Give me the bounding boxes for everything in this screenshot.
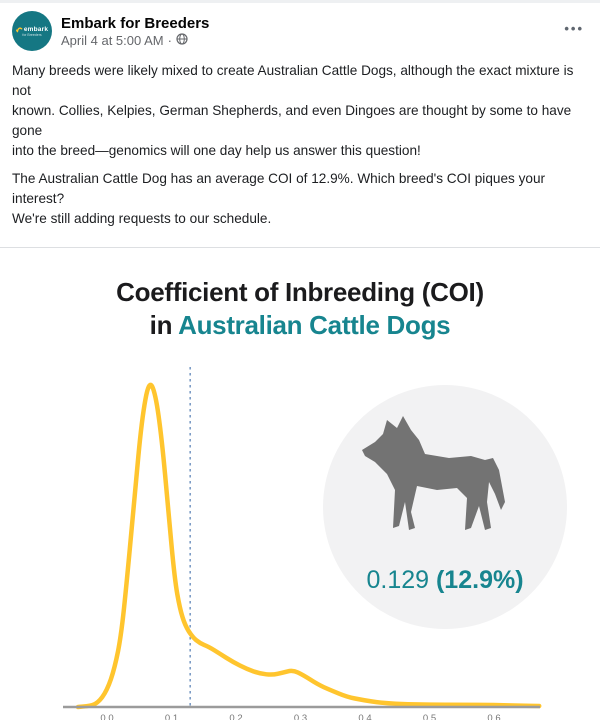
avatar-subtext: for Breeders — [22, 32, 42, 37]
post-image[interactable]: Coefficient of Inbreeding (COI) in Austr… — [0, 247, 600, 720]
x-tick-label: 0.3 — [294, 713, 307, 720]
post-text: Many breeds were likely mixed to create … — [0, 57, 600, 247]
post-paragraph-1: Many breeds were likely mixed to create … — [12, 63, 574, 158]
coi-value-label: 0.129 (12.9%) — [366, 566, 523, 594]
globe-icon — [176, 32, 188, 48]
cattle-dog-illustration — [362, 416, 505, 530]
chart-title-breed: Australian Cattle Dogs — [178, 310, 451, 340]
avatar-wordmark: embark — [23, 25, 49, 33]
timestamp-separator: · — [167, 32, 172, 48]
avatar-dog-icon — [15, 26, 23, 32]
x-tick-label: 0.0 — [100, 713, 113, 720]
post-header: embark for Breeders Embark for Breeders … — [0, 3, 600, 57]
chart-title-line1: Coefficient of Inbreeding (COI) — [116, 277, 484, 307]
page-top-divider — [0, 0, 600, 3]
page-name-link[interactable]: Embark for Breeders — [61, 14, 210, 32]
x-tick-label: 0.1 — [165, 713, 178, 720]
post-menu-button[interactable]: ••• — [564, 21, 584, 36]
x-tick-label: 0.2 — [229, 713, 242, 720]
chart-title-line2: in Australian Cattle Dogs — [149, 310, 451, 340]
coi-density-curve — [75, 382, 542, 710]
x-tick-label: 0.5 — [423, 713, 436, 720]
post-paragraph-2: The Australian Cattle Dog has an average… — [12, 171, 546, 226]
chart-title: Coefficient of Inbreeding (COI) in Austr… — [0, 276, 600, 342]
x-axis-ticks: 0.0 0.1 0.2 0.3 0.4 0.5 0.6 — [100, 713, 500, 720]
x-tick-label: 0.4 — [358, 713, 371, 720]
coi-density-chart: 0.129 (12.9%) 0.00.10.20.30.40.50.6 Coef… — [63, 367, 567, 720]
timestamp-text: April 4 at 5:00 AM — [61, 32, 164, 48]
avatar[interactable]: embark for Breeders — [12, 11, 52, 51]
x-tick-label: 0.6 — [487, 713, 500, 720]
timestamp-link[interactable]: April 4 at 5:00 AM · — [61, 33, 209, 48]
